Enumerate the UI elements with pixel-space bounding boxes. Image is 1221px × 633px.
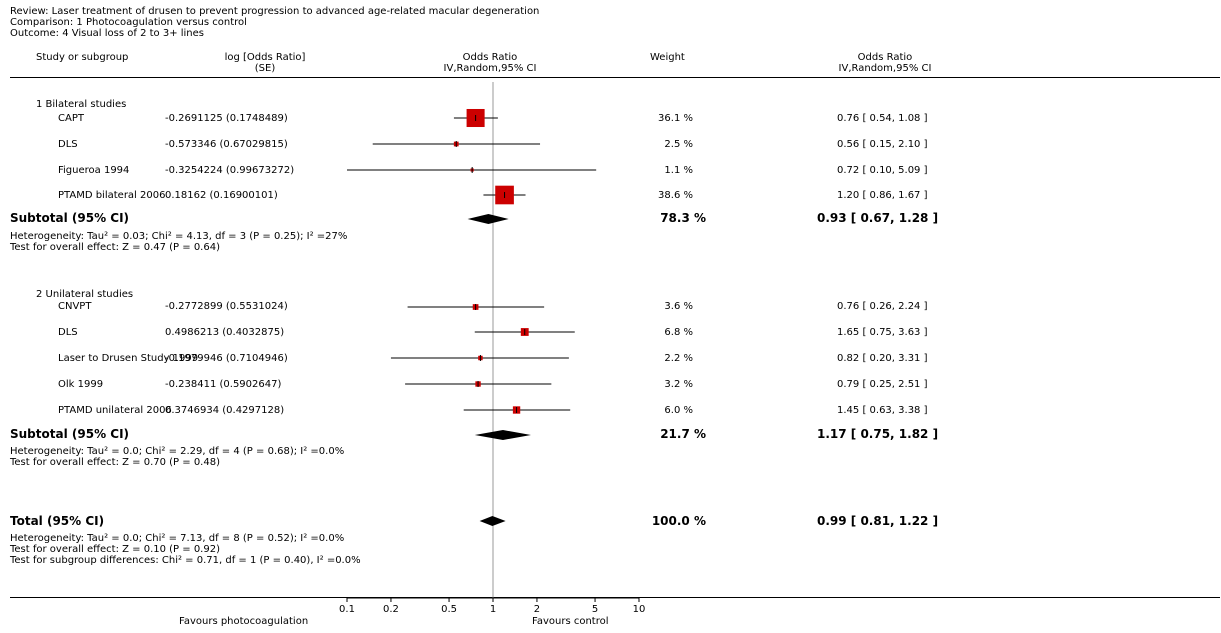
total-heterogeneity: Heterogeneity: Tau² = 0.0; Chi² = 7.13, … [10, 533, 345, 544]
study-name: DLS [58, 327, 78, 338]
study-logor: -0.2772899 (0.5531024) [165, 301, 288, 312]
header-rule [10, 77, 1220, 78]
study-weight: 38.6 % [658, 190, 693, 201]
x-tick-label: 5 [592, 604, 598, 615]
subgroup-1-label: 1 Bilateral studies [36, 99, 127, 110]
study-ci: 0.76 [ 0.54, 1.08 ] [837, 113, 928, 124]
col-or-plot-header: Odds Ratio [462, 52, 518, 63]
comparison-title: Comparison: 1 Photocoagulation versus co… [10, 17, 247, 28]
subtotal-2-overall-effect: Test for overall effect: Z = 0.70 (P = 0… [10, 457, 220, 468]
study-ci: 0.72 [ 0.10, 5.09 ] [837, 165, 928, 176]
study-logor: 0.4986213 (0.4032875) [165, 327, 285, 338]
study-name: DLS [58, 139, 78, 150]
study-name: CAPT [58, 113, 84, 124]
study-name: CNVPT [58, 301, 92, 312]
x-tick-label: 2 [534, 604, 540, 615]
study-weight: 3.2 % [664, 379, 693, 390]
x-tick-label: 0.2 [383, 604, 399, 615]
study-logor: -0.1979946 (0.7104946) [165, 353, 288, 364]
total-diamond [479, 516, 506, 526]
x-tick-label: 0.1 [339, 604, 355, 615]
x-tick-label: 0.5 [441, 604, 457, 615]
col-weight-header: Weight [650, 52, 685, 63]
x-tick-label: 1 [490, 604, 496, 615]
favours-left-label: Favours photocoagulation [179, 616, 309, 627]
study-name: Olk 1999 [58, 379, 104, 390]
col-or-text-header: Odds Ratio [857, 52, 913, 63]
study-ci: 0.56 [ 0.15, 2.10 ] [837, 139, 928, 150]
review-title: Review: Laser treatment of drusen to pre… [10, 6, 540, 17]
total-overall-effect: Test for overall effect: Z = 0.10 (P = 0… [10, 544, 220, 555]
subtotal-2-heterogeneity: Heterogeneity: Tau² = 0.0; Chi² = 2.29, … [10, 446, 345, 457]
study-ci: 0.79 [ 0.25, 2.51 ] [837, 379, 928, 390]
study-logor: 0.18162 (0.16900101) [165, 190, 278, 201]
subtotal-1-weight: 78.3 % [660, 211, 706, 225]
subtotal-1-overall-effect: Test for overall effect: Z = 0.47 (P = 0… [10, 242, 220, 253]
outcome-title: Outcome: 4 Visual loss of 2 to 3+ lines [10, 28, 205, 39]
study-weight: 2.2 % [664, 353, 693, 364]
subtotal-diamond [467, 214, 509, 224]
study-weight: 36.1 % [658, 113, 693, 124]
study-weight: 6.8 % [664, 327, 693, 338]
study-name: PTAMD unilateral 2006 [58, 405, 172, 416]
study-name: Laser to Drusen Study 1999 [58, 353, 199, 364]
total-ci: 0.99 [ 0.81, 1.22 ] [817, 514, 939, 528]
study-name: Figueroa 1994 [58, 165, 130, 176]
study-name: PTAMD bilateral 2006 [58, 190, 166, 201]
study-weight: 6.0 % [664, 405, 693, 416]
study-ci: 1.45 [ 0.63, 3.38 ] [837, 405, 928, 416]
study-weight: 2.5 % [664, 139, 693, 150]
subgroup-2-label: 2 Unilateral studies [36, 289, 134, 300]
study-logor: 0.3746934 (0.4297128) [165, 405, 285, 416]
subtotal-1-heterogeneity: Heterogeneity: Tau² = 0.03; Chi² = 4.13,… [10, 231, 348, 242]
subtotal-diamond [474, 430, 531, 440]
study-logor: -0.2691125 (0.1748489) [165, 113, 288, 124]
col-logor-header: log [Odds Ratio] [224, 52, 306, 63]
subtotal-2-ci: 1.17 [ 0.75, 1.82 ] [817, 427, 939, 441]
col-logor-subheader: (SE) [254, 63, 276, 74]
study-weight: 1.1 % [664, 165, 693, 176]
study-logor: -0.573346 (0.67029815) [165, 139, 288, 150]
col-study-header: Study or subgroup [36, 52, 129, 63]
study-ci: 0.82 [ 0.20, 3.31 ] [837, 353, 928, 364]
subgroup-differences: Test for subgroup differences: Chi² = 0.… [10, 555, 361, 566]
favours-right-label: Favours control [532, 616, 609, 627]
subtotal-1-ci: 0.93 [ 0.67, 1.28 ] [817, 211, 939, 225]
study-ci: 0.76 [ 0.26, 2.24 ] [837, 301, 928, 312]
study-ci: 1.65 [ 0.75, 3.63 ] [837, 327, 928, 338]
study-ci: 1.20 [ 0.86, 1.67 ] [837, 190, 928, 201]
subtotal-1-label: Subtotal (95% CI) [10, 211, 130, 225]
subtotal-2-weight: 21.7 % [660, 427, 706, 441]
study-logor: -0.3254224 (0.99673272) [165, 165, 295, 176]
subtotal-2-label: Subtotal (95% CI) [10, 427, 130, 441]
col-or-text-subheader: IV,Random,95% CI [838, 63, 932, 74]
study-logor: -0.238411 (0.5902647) [165, 379, 282, 390]
col-or-plot-subheader: IV,Random,95% CI [443, 63, 537, 74]
x-tick-label: 10 [633, 604, 646, 615]
total-label: Total (95% CI) [10, 514, 105, 528]
total-weight: 100.0 % [651, 514, 706, 528]
study-weight: 3.6 % [664, 301, 693, 312]
